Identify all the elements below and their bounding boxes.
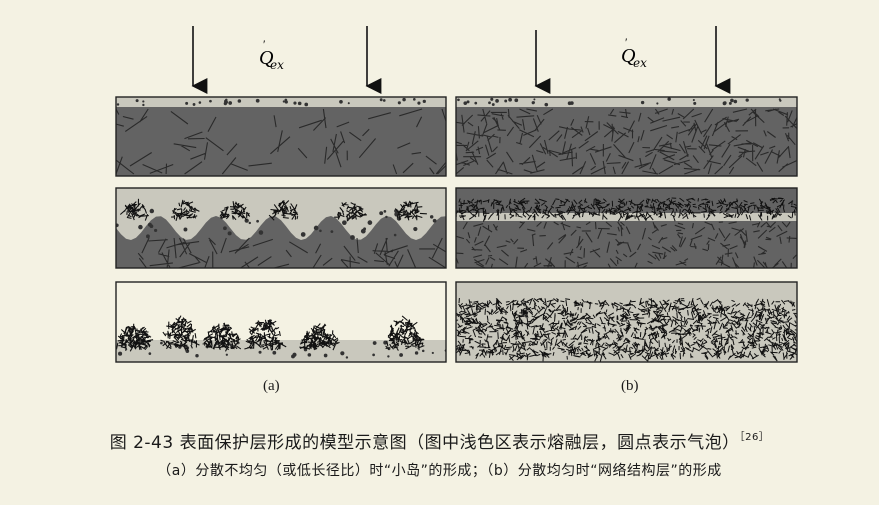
svg-text:′: ′ <box>263 37 266 51</box>
svg-text:ex: ex <box>633 56 647 70</box>
caption-reference: ［26］ <box>739 432 770 443</box>
heat-label-b: Q ex ′ <box>621 35 647 70</box>
panel-b-initial <box>455 96 798 177</box>
caption-title-text: 图 2-43 表面保护层形成的模型示意图（图中浅色区表示熔融层，圆点表示气泡） <box>109 433 740 453</box>
panel-label-a: (a) <box>263 378 280 394</box>
svg-text:′: ′ <box>625 35 628 49</box>
svg-text:Q: Q <box>621 45 636 67</box>
panel-a-initial <box>115 96 447 177</box>
svg-text:Q: Q <box>259 47 274 69</box>
figure-caption-subtitle: （a）分散不均匀（或低长径比）时“小岛”的形成；（b）分散均匀时“网络结构层”的… <box>157 463 722 479</box>
panel-b-intermediate <box>455 187 798 269</box>
heat-label-a: Q ex ′ <box>259 37 284 72</box>
panel-a-intermediate <box>115 187 447 269</box>
panel-a-final <box>115 281 447 363</box>
figure-caption-title: 图 2-43 表面保护层形成的模型示意图（图中浅色区表示熔融层，圆点表示气泡）［… <box>0 428 879 453</box>
panel-b-final <box>455 281 798 363</box>
panel-label-b: (b) <box>621 378 639 394</box>
svg-text:ex: ex <box>270 58 284 72</box>
